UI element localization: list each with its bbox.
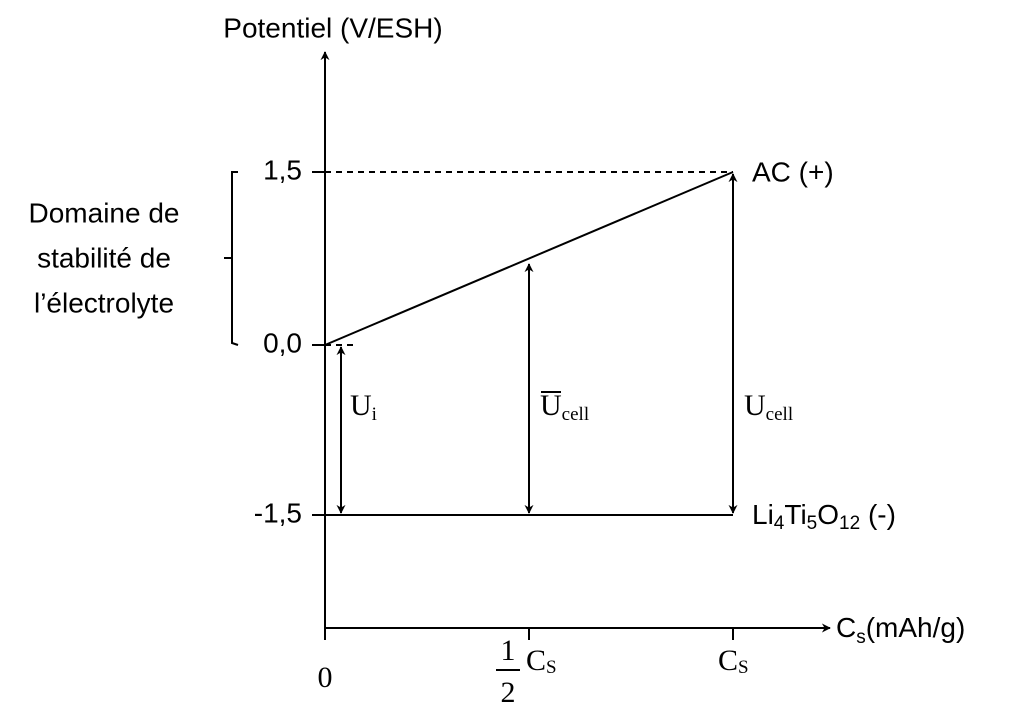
brace: [224, 171, 239, 346]
y-tick-label: 1,5: [263, 154, 302, 185]
fraction-numerator: 1: [501, 634, 516, 667]
y-tick-label: 0,0: [263, 327, 302, 358]
y-tick-label: -1,5: [254, 497, 302, 528]
domain-label: stabilité de: [37, 242, 171, 273]
y-axis-label: Potentiel (V/ESH): [223, 12, 442, 43]
positive-electrode-line: [324, 171, 734, 346]
x-tick-label: CS: [718, 644, 749, 678]
fraction-denominator: 2: [501, 676, 516, 709]
voltage-label: Ucell: [540, 389, 589, 425]
x-tick-label: 0: [318, 661, 333, 694]
x-tick-label: CS: [526, 644, 557, 678]
x-axis-label: Cs(mAh/g): [836, 612, 965, 648]
voltage-label: Ui: [350, 389, 377, 425]
negative-electrode-label: Li4Ti5O12 (-): [752, 499, 896, 534]
voltage-label: Ucell: [744, 389, 793, 425]
domain-label: l’électrolyte: [34, 287, 174, 318]
positive-electrode-label: AC (+): [752, 156, 834, 187]
domain-label: Domaine de: [29, 197, 180, 228]
